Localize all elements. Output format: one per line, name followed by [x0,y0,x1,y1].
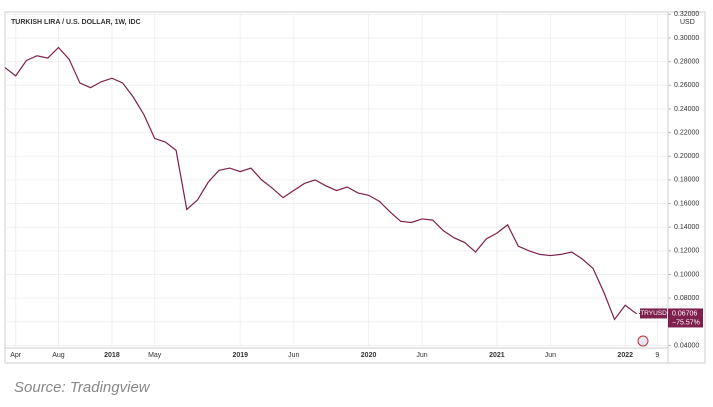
x-tick-label: Jun [288,352,299,359]
y-tick-label: 0.28000 [674,59,699,66]
x-tick-label: 2022 [617,352,633,359]
plot [4,46,668,321]
y-tick-label: 0.12000 [674,248,699,255]
x-tick-label: 9 [655,352,659,359]
price-badge [668,308,703,328]
y-tick-label: 0.30000 [674,35,699,42]
y-tick-label: 0.20000 [674,153,699,160]
symbol-label: TRYUSD [640,310,667,317]
x-tick-label: 2018 [104,352,120,359]
y-tick-label: 0.26000 [674,82,699,89]
x-tick-label: May [148,352,162,359]
y-tick-label: 0.16000 [674,200,699,207]
y-tick-label: 0.18000 [674,177,699,184]
y-unit: USD [680,19,695,26]
y-tick-label: 0.24000 [674,106,699,113]
source-note: Source: Tradingview [14,379,151,396]
flag-icon [637,335,649,347]
chart-frame [4,11,706,364]
x-tick-label: Jun [545,352,556,359]
chart-title: TURKISH LIRA / U.S. DOLLAR, 1W, IDC [11,19,141,26]
y-tick-label: 0.14000 [674,224,699,231]
x-tick-label: Apr [10,352,22,359]
y-tick-label: 0.10000 [674,271,699,278]
y-tick-label: 0.08000 [674,295,699,302]
change-label: −75.57% [672,319,700,326]
y-tick-label: 0.22000 [674,129,699,136]
y-tick-label: 0.32000 [674,11,699,18]
x-tick-label: Jun [416,352,427,359]
x-tick-label: 2020 [361,352,377,359]
price-line [4,46,637,321]
x-tick-label: 2021 [489,352,505,359]
y-tick-label: 0.04000 [674,342,699,349]
x-tick-label: 2019 [232,352,248,359]
x-tick-label: Aug [52,352,65,359]
last-price: 0.06706 [672,310,697,317]
grid [5,12,668,348]
symbol-badge [640,308,667,319]
